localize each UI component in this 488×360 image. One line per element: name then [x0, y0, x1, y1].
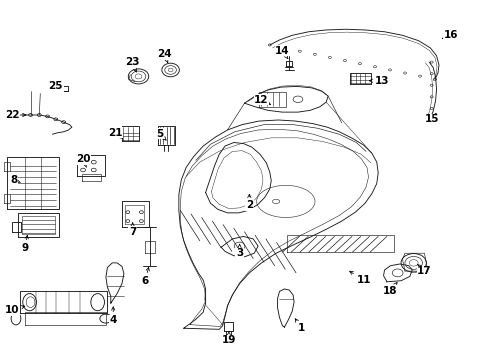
Text: 18: 18: [382, 283, 397, 296]
Text: 7: 7: [129, 223, 136, 237]
Text: 1: 1: [295, 319, 305, 333]
Text: 2: 2: [245, 194, 252, 210]
Text: 25: 25: [48, 81, 63, 91]
Text: 15: 15: [424, 113, 438, 124]
Text: 12: 12: [254, 95, 270, 105]
Text: 20: 20: [76, 154, 90, 167]
Text: 23: 23: [125, 57, 140, 72]
Text: 8: 8: [10, 175, 20, 185]
Text: 6: 6: [141, 267, 149, 286]
Text: 10: 10: [5, 305, 24, 315]
Text: 4: 4: [109, 307, 117, 325]
Text: 11: 11: [349, 271, 370, 285]
Text: 9: 9: [21, 235, 28, 253]
Text: 19: 19: [221, 332, 236, 345]
Text: 22: 22: [5, 110, 26, 120]
Text: 16: 16: [441, 30, 457, 40]
Text: 14: 14: [275, 46, 289, 59]
Text: 3: 3: [236, 244, 243, 258]
Text: 24: 24: [157, 49, 171, 63]
Text: 17: 17: [416, 265, 431, 276]
Text: 21: 21: [108, 128, 122, 139]
Text: 5: 5: [156, 129, 166, 140]
Text: 13: 13: [368, 76, 388, 86]
